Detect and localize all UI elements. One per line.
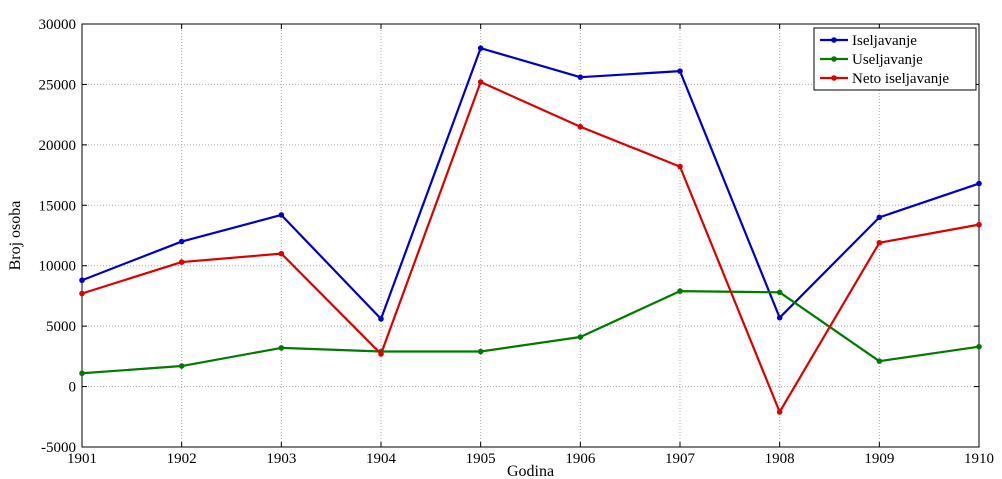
data-point (178, 238, 185, 245)
y-tick-label: 0 (69, 380, 77, 396)
plot-frame (81, 23, 980, 448)
x-tick-label: 1907 (665, 451, 696, 467)
data-point (477, 348, 484, 355)
data-point (79, 290, 85, 297)
series-line (81, 80, 980, 414)
data-point (677, 163, 683, 170)
data-point (178, 259, 185, 265)
x-axis-label: Godina (507, 463, 554, 479)
axis-ticks: 1901 1902 1903 1904 1905 1906 1907 1908 1909 1910… (39, 17, 995, 467)
x-tick-label: 1909 (864, 451, 894, 467)
legend-item: Neto iseljavanje (820, 71, 949, 87)
legend: Iseljavanje Useljavanje Neto iseljavanje (813, 27, 977, 91)
data-point (278, 345, 285, 351)
y-tick-label: 25000 (39, 77, 77, 93)
data-point (477, 45, 484, 51)
data-point (378, 351, 384, 357)
y-tick-label: -5000 (41, 440, 76, 456)
legend-item: Useljavanje (820, 52, 923, 68)
y-tick-label: 5000 (46, 319, 76, 335)
x-tick-label: 1910 (964, 451, 994, 467)
legend-item: Iseljavanje (820, 33, 917, 49)
x-tick-label: 1902 (167, 451, 197, 467)
data-point (976, 343, 982, 350)
data-point (79, 370, 85, 377)
data-point (876, 358, 883, 364)
y-tick-label: 30000 (39, 17, 77, 33)
x-tick-label: 1903 (266, 451, 296, 467)
x-tick-label: 1901 (67, 451, 97, 467)
legend-label: Neto iseljavanje (852, 71, 949, 87)
legend-marker (831, 37, 837, 43)
data-point (776, 314, 783, 321)
legend-label: Useljavanje (852, 52, 923, 68)
data-point (79, 277, 85, 284)
data-point (577, 123, 584, 130)
y-tick-label: 20000 (39, 138, 77, 154)
data-point (278, 250, 285, 257)
x-tick-label: 1905 (466, 451, 496, 467)
data-point (876, 239, 883, 246)
x-tick-label: 1904 (366, 451, 397, 467)
data-point (976, 180, 982, 187)
data-point (776, 289, 783, 296)
series-1 (79, 288, 982, 377)
data-point (278, 212, 285, 218)
series-line (81, 47, 980, 320)
data-point (876, 214, 883, 221)
data-series (79, 45, 982, 415)
y-tick-label: 15000 (39, 198, 77, 214)
data-point (477, 79, 484, 85)
x-tick-label: 1908 (765, 451, 795, 467)
data-point (378, 316, 384, 322)
data-point (677, 288, 683, 294)
legend-marker (831, 56, 837, 62)
legend-marker (831, 75, 837, 81)
series-2 (79, 79, 982, 415)
x-tick-label: 1906 (565, 451, 596, 467)
data-point (976, 221, 982, 228)
series-0 (79, 45, 982, 322)
y-tick-label: 10000 (39, 259, 77, 275)
y-axis-label: Broj osoba (7, 201, 24, 271)
data-point (577, 334, 584, 340)
data-point (178, 363, 185, 369)
data-point (677, 68, 683, 74)
legend-label: Iseljavanje (852, 33, 917, 49)
data-point (577, 74, 584, 80)
data-point (776, 409, 783, 415)
